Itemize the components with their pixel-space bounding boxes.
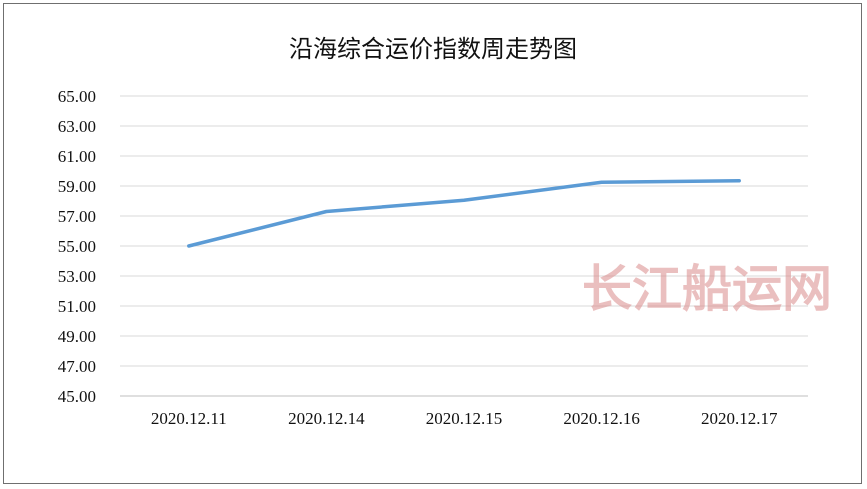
watermark-text: 长江船运网 bbox=[582, 259, 832, 318]
y-tick-label: 55.00 bbox=[58, 237, 96, 256]
x-tick-label: 2020.12.15 bbox=[426, 409, 503, 428]
x-tick-label: 2020.12.11 bbox=[151, 409, 227, 428]
data-point bbox=[324, 210, 328, 213]
y-tick-label: 49.00 bbox=[58, 327, 96, 346]
y-tick-label: 61.00 bbox=[58, 147, 96, 166]
data-point bbox=[462, 198, 466, 202]
data-point bbox=[187, 244, 191, 248]
x-tick-label: 2020.12.14 bbox=[288, 409, 365, 428]
y-axis-labels: 65.00 63.00 61.00 59.00 57.00 55.00 53.00 51.00… bbox=[58, 87, 96, 406]
y-tick-label: 51.00 bbox=[58, 297, 96, 316]
chart-frame bbox=[3, 3, 862, 484]
y-tick-label: 59.00 bbox=[58, 177, 96, 196]
series-layer bbox=[187, 179, 741, 248]
y-tick-label: 47.00 bbox=[58, 357, 96, 376]
y-tick-label: 45.00 bbox=[58, 387, 96, 406]
x-tick-label: 2020.12.16 bbox=[563, 409, 640, 428]
y-tick-label: 57.00 bbox=[58, 207, 96, 226]
y-tick-label: 63.00 bbox=[58, 117, 96, 136]
x-tick-label: 2020.12.17 bbox=[701, 409, 778, 428]
series-line bbox=[187, 179, 741, 248]
grid-lines bbox=[120, 95, 808, 397]
chart-title: 沿海综合运价指数周走势图 bbox=[289, 35, 577, 63]
y-tick-label: 65.00 bbox=[58, 87, 96, 106]
y-tick-label: 53.00 bbox=[58, 267, 96, 286]
x-axis-labels: 2020.12.11 2020.12.14 2020.12.15 2020.12.16… bbox=[151, 409, 778, 428]
data-point bbox=[737, 179, 741, 183]
data-point bbox=[600, 180, 604, 184]
